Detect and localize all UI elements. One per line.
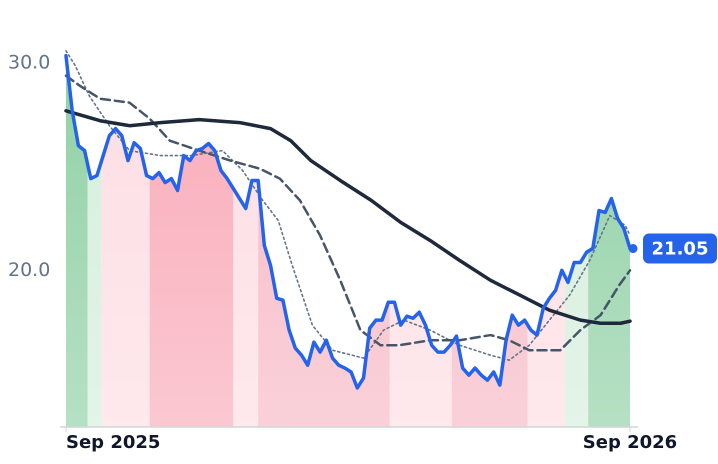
y-tick-label: 30.0 bbox=[8, 51, 50, 73]
last-value-badge bbox=[643, 233, 717, 264]
last-value-label: 21.05 bbox=[652, 239, 709, 260]
x-tick-label: Sep 2025 bbox=[66, 432, 160, 453]
series-line bbox=[65, 49, 631, 361]
series-line bbox=[64, 54, 632, 390]
bands bbox=[66, 55, 630, 427]
y-tick-label: 20.0 bbox=[8, 259, 50, 281]
last-point bbox=[628, 244, 638, 254]
series-line bbox=[64, 109, 632, 325]
axes: 20.0 30.0 Sep 2025 Sep 2026 bbox=[8, 51, 677, 453]
x-tick-label: Sep 2026 bbox=[583, 432, 677, 453]
lines: 21.05 bbox=[64, 49, 717, 390]
band-fade bbox=[66, 55, 630, 427]
